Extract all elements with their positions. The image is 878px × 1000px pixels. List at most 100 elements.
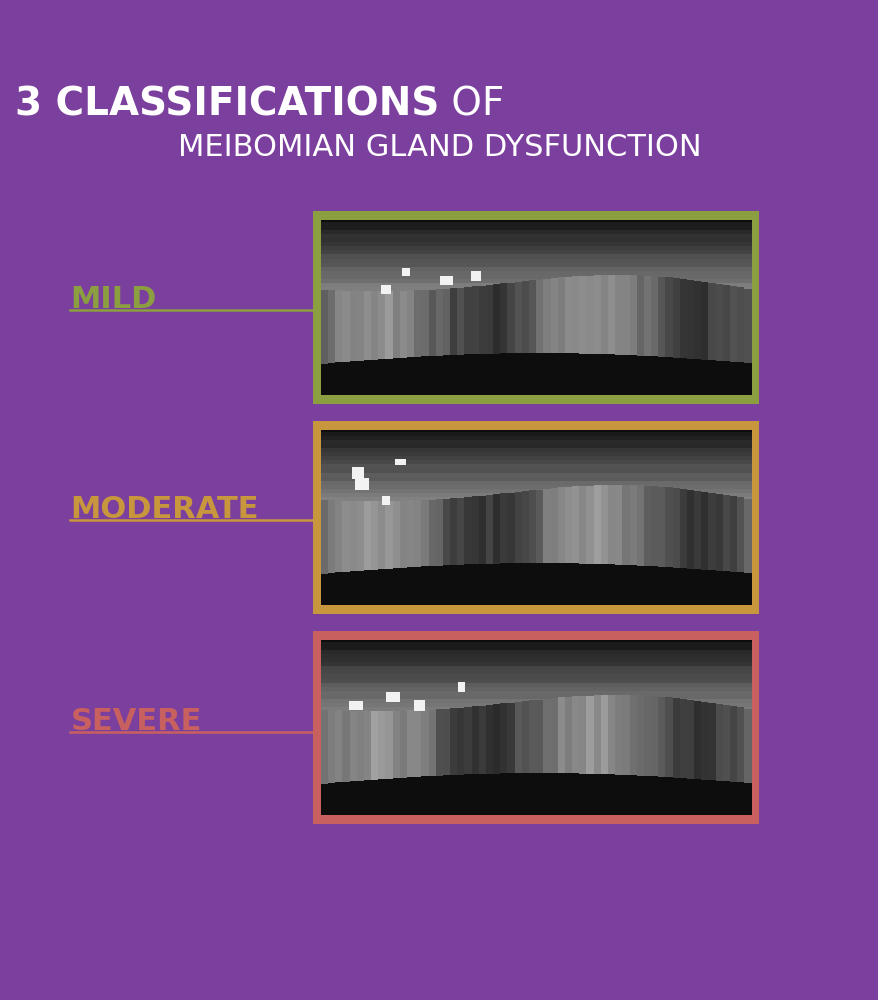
Bar <box>651 486 658 566</box>
Bar <box>514 702 522 773</box>
Bar <box>320 646 751 650</box>
Bar <box>435 709 443 776</box>
Bar <box>421 710 428 776</box>
Bar <box>593 695 601 774</box>
Bar <box>320 226 751 230</box>
Bar <box>622 485 629 565</box>
Bar <box>729 496 737 572</box>
Bar <box>572 696 579 773</box>
Bar <box>320 666 751 670</box>
Bar <box>601 485 608 564</box>
Bar <box>320 274 751 279</box>
Bar <box>355 478 369 490</box>
Bar <box>320 670 751 674</box>
Bar <box>672 278 679 358</box>
Bar <box>536 700 543 773</box>
Bar <box>658 487 665 567</box>
Bar <box>565 277 572 353</box>
Bar <box>586 696 593 774</box>
Bar <box>320 452 751 456</box>
Bar <box>313 631 759 824</box>
Bar <box>708 283 715 360</box>
Bar <box>629 695 636 775</box>
Bar <box>399 501 407 568</box>
Bar <box>550 278 557 353</box>
Bar <box>514 282 522 353</box>
Bar <box>651 696 658 776</box>
Bar <box>320 654 751 658</box>
Bar <box>320 706 751 711</box>
Text: MEIBOMIAN GLAND DYSFUNCTION: MEIBOMIAN GLAND DYSFUNCTION <box>177 132 701 161</box>
Bar <box>470 271 480 281</box>
Bar <box>378 711 385 779</box>
Bar <box>550 488 557 563</box>
Bar <box>335 500 342 572</box>
Bar <box>320 488 751 493</box>
Bar <box>450 708 457 775</box>
Bar <box>313 421 759 614</box>
Bar <box>572 486 579 563</box>
Bar <box>320 504 751 509</box>
Bar <box>320 456 751 460</box>
Bar <box>320 258 751 263</box>
Bar <box>557 697 565 773</box>
Bar <box>457 498 464 565</box>
Bar <box>320 710 751 715</box>
Bar <box>615 275 622 355</box>
Bar <box>320 698 751 703</box>
Bar <box>327 290 335 363</box>
Bar <box>471 286 479 354</box>
Bar <box>500 703 507 773</box>
Bar <box>550 698 557 773</box>
Bar <box>543 699 550 773</box>
Bar <box>701 282 708 360</box>
Bar <box>500 493 507 563</box>
Bar <box>701 702 708 780</box>
Bar <box>320 294 751 299</box>
Bar <box>708 493 715 570</box>
Bar <box>572 276 579 353</box>
Bar <box>352 467 363 479</box>
Bar <box>407 500 414 567</box>
Bar <box>421 500 428 566</box>
Bar <box>320 496 751 501</box>
Bar <box>486 495 493 564</box>
Bar <box>320 714 751 719</box>
Bar <box>593 485 601 564</box>
Bar <box>320 250 751 254</box>
Bar <box>320 436 751 440</box>
Bar <box>457 708 464 775</box>
Bar <box>636 695 643 776</box>
Bar <box>320 640 751 815</box>
Bar <box>320 222 751 226</box>
Bar <box>392 711 399 778</box>
Bar <box>320 480 751 485</box>
Bar <box>658 697 665 777</box>
Bar <box>320 682 751 687</box>
Bar <box>320 492 751 497</box>
Bar <box>608 695 615 774</box>
Bar <box>536 279 543 353</box>
Bar <box>382 496 390 505</box>
Bar <box>320 432 751 436</box>
Bar <box>636 275 643 356</box>
Bar <box>385 692 399 702</box>
Text: 3 CLASSIFICATIONS: 3 CLASSIFICATIONS <box>15 86 439 124</box>
Bar <box>658 277 665 357</box>
Bar <box>392 501 399 568</box>
Bar <box>435 289 443 356</box>
Bar <box>320 430 751 605</box>
Bar <box>601 275 608 354</box>
Bar <box>565 487 572 563</box>
Bar <box>715 494 722 571</box>
Bar <box>385 501 392 569</box>
Bar <box>694 491 701 569</box>
Bar <box>349 701 363 710</box>
Bar <box>471 496 479 564</box>
Bar <box>371 291 378 360</box>
Bar <box>457 682 464 692</box>
Bar <box>522 491 529 563</box>
Text: SEVERE: SEVERE <box>70 708 201 736</box>
Bar <box>643 486 651 566</box>
Bar <box>378 501 385 569</box>
